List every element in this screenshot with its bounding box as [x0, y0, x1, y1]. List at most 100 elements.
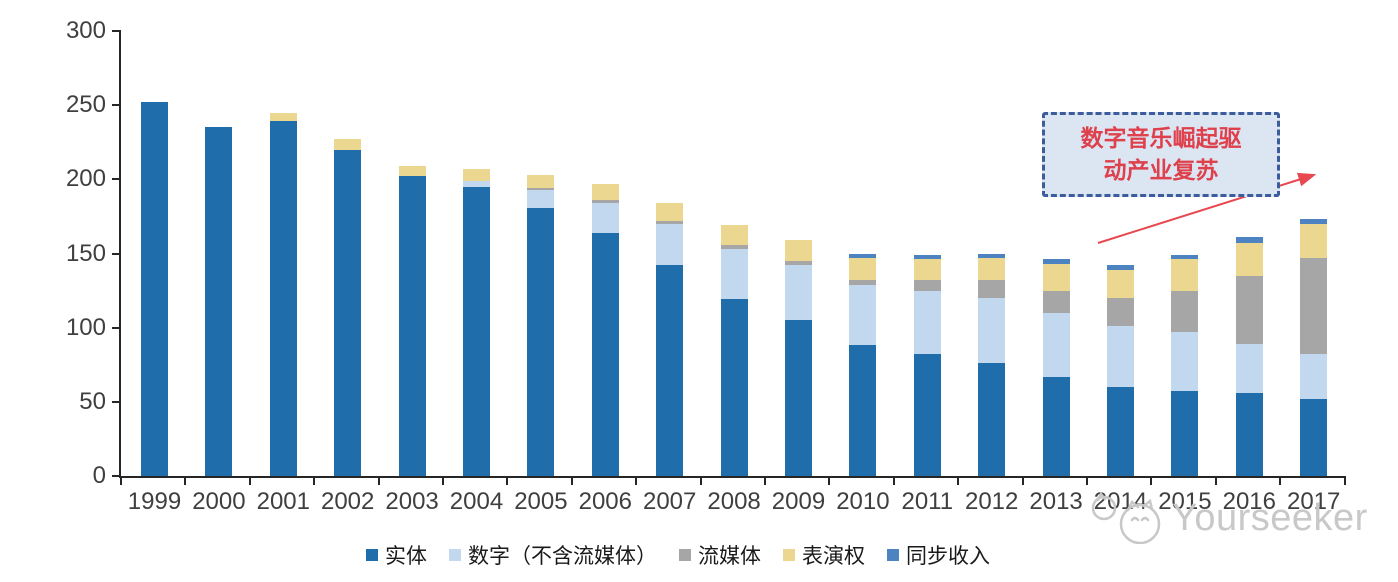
x-tick-label: 2000	[192, 488, 246, 515]
annotation-box: 数字音乐崛起驱 动产业复苏	[1042, 112, 1280, 197]
x-tick-mark	[1021, 478, 1024, 485]
x-tick-label: 1999	[127, 488, 182, 515]
x-tick-label: 2001	[256, 488, 310, 515]
bar-segment-表演权	[720, 225, 748, 245]
legend-item-同步收入: 同步收入	[887, 540, 990, 570]
x-tick-label: 2009	[771, 488, 826, 515]
bar-segment-实体	[849, 345, 877, 476]
legend-swatch	[783, 549, 795, 561]
bar-segment-流媒体	[913, 280, 941, 291]
bar-segment-数字（不含流媒体）	[1107, 326, 1134, 387]
yourseeker-logo	[1091, 492, 1161, 544]
legend-swatch	[366, 549, 378, 561]
y-tick-label: 50	[79, 387, 106, 415]
bar-segment-实体	[1107, 387, 1134, 476]
bar-segment-数字（不含流媒体）	[1300, 354, 1328, 399]
x-tick-mark	[377, 478, 380, 485]
x-tick-label: 2012	[964, 488, 1019, 515]
x-tick-mark	[248, 478, 251, 485]
bar-segment-数字（不含流媒体）	[1235, 343, 1263, 393]
x-tick-mark	[957, 478, 960, 485]
bar-segment-实体	[978, 363, 1006, 476]
x-tick-mark	[1086, 478, 1088, 485]
annotation-text-line1: 数字音乐崛起驱	[1080, 125, 1242, 152]
x-tick-mark	[892, 478, 895, 485]
bar-segment-实体	[1171, 391, 1199, 476]
bar-segment-流媒体	[1300, 257, 1328, 355]
x-tick-mark	[1214, 478, 1217, 485]
x-tick-mark	[313, 478, 316, 485]
bar-segment-表演权	[398, 165, 426, 177]
bar-segment-表演权	[1171, 259, 1199, 291]
x-tick-mark	[442, 478, 444, 485]
bar-segment-数字（不含流媒体）	[1042, 312, 1070, 377]
x-tick-label: 2014	[1093, 488, 1148, 515]
x-tick-mark	[1279, 478, 1282, 485]
bar-segment-流媒体	[785, 260, 812, 266]
x-tick-mark	[570, 478, 573, 485]
bar-segment-实体	[527, 207, 555, 476]
legend-swatch	[887, 549, 899, 561]
bar-segment-流媒体	[978, 280, 1006, 298]
bar-segment-实体	[785, 320, 812, 476]
bar-segment-表演权	[463, 168, 490, 181]
bar-segment-数字（不含流媒体）	[978, 298, 1006, 364]
x-tick-mark	[184, 478, 187, 485]
bar-segment-同步收入	[849, 253, 877, 258]
x-tick-mark	[1343, 478, 1346, 485]
bar-segment-实体	[913, 354, 941, 476]
bar-segment-同步收入	[1042, 259, 1070, 264]
legend: 实体 数字（不含流媒体） 流媒体 表演权 同步收入	[366, 540, 990, 570]
bar-segment-数字（不含流媒体）	[527, 189, 555, 208]
bar-segment-表演权	[849, 257, 877, 281]
x-tick-label: 2010	[836, 488, 890, 515]
x-axis-line	[119, 476, 1346, 478]
y-tick-mark	[112, 400, 121, 403]
bar-segment-同步收入	[978, 253, 1006, 258]
legend-label: 表演权	[802, 544, 865, 568]
bar-segment-流媒体	[591, 200, 619, 204]
bar-segment-流媒体	[1235, 275, 1263, 344]
bar-segment-数字（不含流媒体）	[1171, 332, 1199, 392]
bar-segment-实体	[334, 149, 362, 476]
bar-segment-表演权	[1107, 269, 1134, 298]
bar-segment-数字（不含流媒体）	[591, 203, 619, 233]
bar-segment-表演权	[785, 240, 812, 261]
bar-segment-实体	[656, 265, 684, 476]
bar-segment-表演权	[269, 112, 297, 122]
legend-swatch	[679, 549, 691, 561]
bar-segment-表演权	[591, 183, 619, 201]
bar-segment-数字（不含流媒体）	[785, 265, 812, 321]
x-tick-label: 2002	[320, 488, 375, 515]
bar-segment-流媒体	[1107, 298, 1134, 327]
x-tick-mark	[699, 478, 702, 485]
bar-segment-表演权	[334, 139, 362, 150]
bar-segment-实体	[398, 176, 426, 476]
y-tick-mark	[112, 252, 121, 255]
x-tick-mark	[828, 478, 831, 485]
bar-segment-同步收入	[1235, 237, 1263, 244]
annotation-text-line2: 动产业复苏	[1103, 157, 1219, 184]
bar-segment-实体	[1300, 398, 1328, 476]
legend-label: 流媒体	[698, 544, 761, 568]
x-tick-mark	[506, 478, 509, 485]
bar-segment-流媒体	[1042, 290, 1070, 313]
x-tick-label: 2008	[707, 488, 761, 515]
bar-segment-实体	[205, 127, 233, 476]
bar-segment-同步收入	[1107, 265, 1134, 270]
bar-segment-表演权	[1300, 223, 1328, 258]
y-tick-label: 100	[65, 313, 106, 341]
y-tick-label: 250	[65, 91, 106, 119]
x-tick-label: 2013	[1029, 488, 1083, 515]
x-tick-label: 2004	[449, 488, 504, 515]
bar-segment-表演权	[1235, 243, 1263, 276]
x-tick-mark	[1150, 478, 1153, 485]
bar-segment-流媒体	[720, 244, 748, 250]
bar-segment-同步收入	[1171, 254, 1199, 260]
bar-segment-实体	[720, 299, 748, 476]
bar-segment-流媒体	[527, 188, 555, 190]
x-tick-label: 2015	[1158, 488, 1212, 515]
legend-swatch	[449, 549, 461, 561]
bar-segment-同步收入	[913, 254, 941, 260]
x-tick-label: 2016	[1222, 488, 1276, 515]
